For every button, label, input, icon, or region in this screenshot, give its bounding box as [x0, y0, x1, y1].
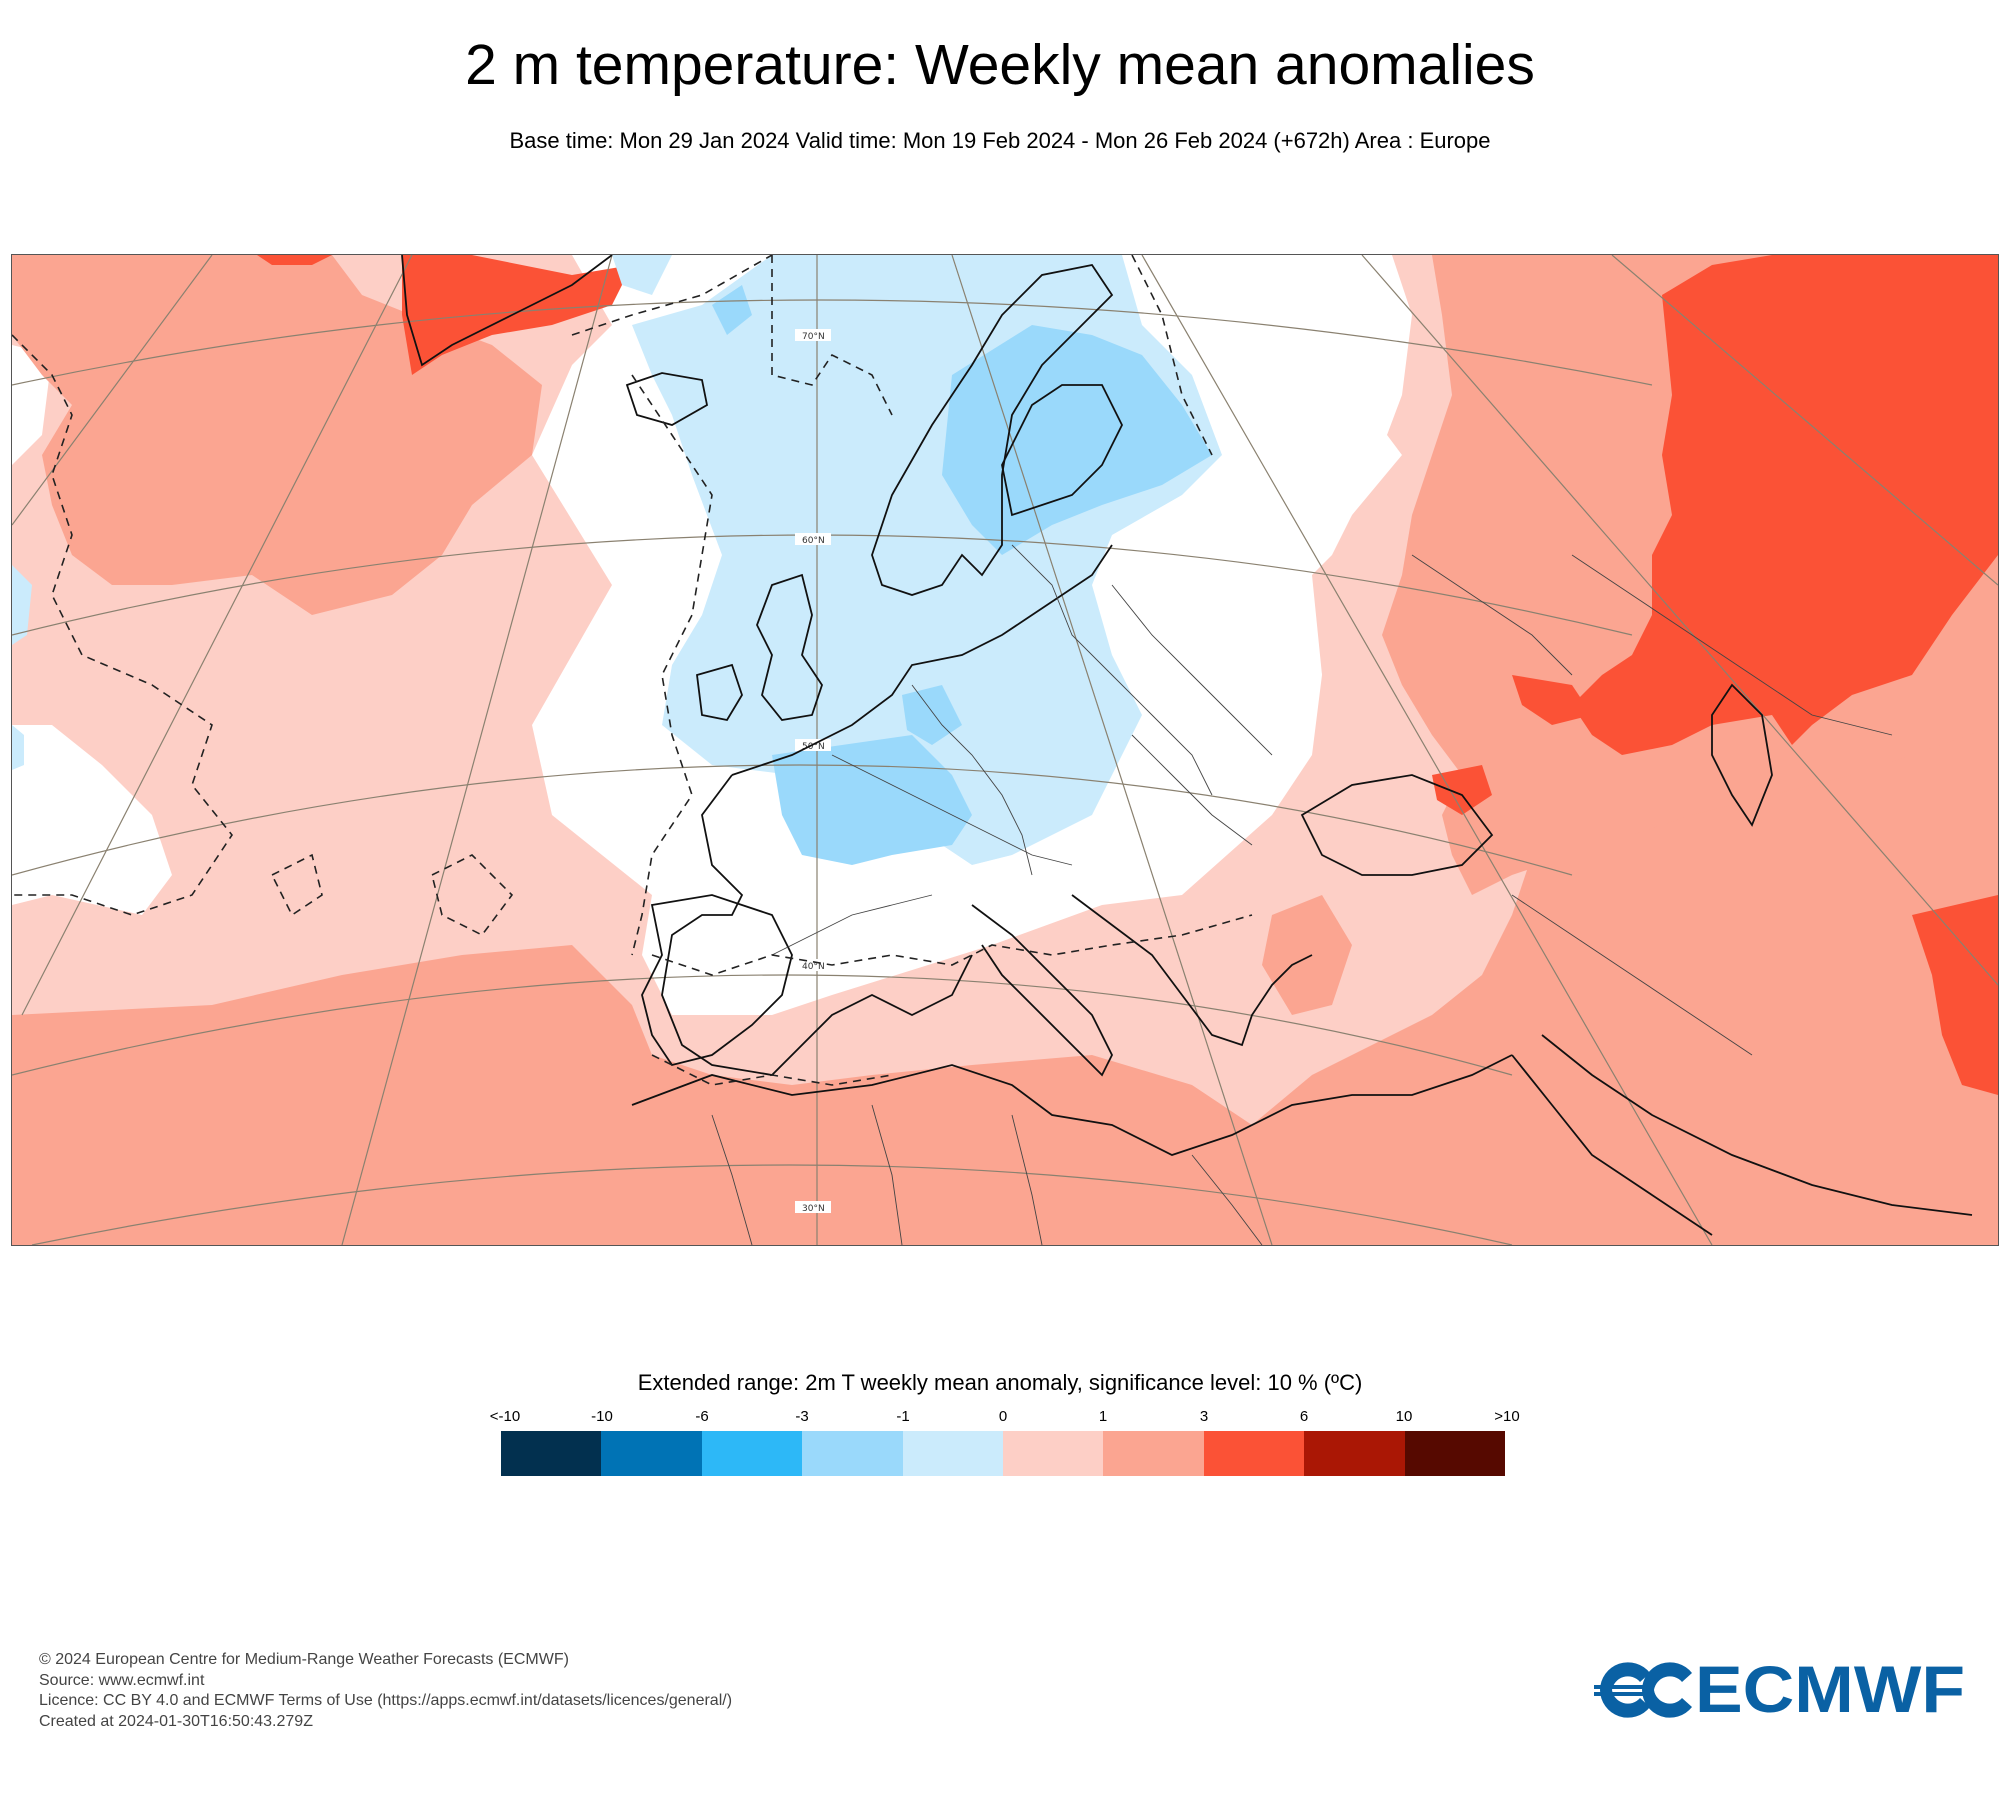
chart-subtitle: Base time: Mon 29 Jan 2024 Valid time: M… [509, 128, 1491, 153]
lat-label-40: 40°N [802, 962, 825, 972]
footer-created: Created at 2024-01-30T16:50:43.279Z [39, 1712, 313, 1730]
footer: © 2024 European Centre for Medium-Range … [39, 1650, 732, 1732]
legend-colorbar [501, 1431, 1506, 1476]
legend-swatch [902, 1431, 1004, 1476]
anomaly-region-minus3-to-minus1 [712, 285, 1212, 865]
legend-swatch [1003, 1431, 1104, 1476]
chart-title: 2 m temperature: Weekly mean anomalies [465, 33, 1535, 97]
legend-title: Extended range: 2m T weekly mean anomaly… [637, 1370, 1363, 1395]
legend-swatch [1304, 1431, 1405, 1476]
legend-swatch [701, 1431, 803, 1476]
legend-tick: <-10 [489, 1408, 521, 1425]
lat-label-50: 50°N [802, 742, 825, 752]
legend-tick: 10 [1395, 1408, 1413, 1425]
anomaly-region-6-to-10 [257, 255, 1998, 1095]
significance-contour [12, 255, 1253, 1086]
legend-tick: 3 [1199, 1408, 1209, 1425]
coastlines [401, 255, 1973, 1236]
latitude-labels: 70°N 60°N 50°N 40°N 30°N [795, 329, 831, 1214]
legend-tick: -1 [896, 1408, 910, 1425]
logo-text: ECMWF [1695, 1655, 1965, 1725]
legend-tick: -3 [795, 1408, 809, 1425]
anomaly-region-3-to-6 [12, 255, 1998, 1245]
legend-tick: 0 [998, 1408, 1008, 1425]
legend-tick: -10 [591, 1408, 613, 1425]
lat-label-30: 30°N [802, 1204, 825, 1214]
legend-tick: -6 [695, 1408, 709, 1425]
footer-copyright: © 2024 European Centre for Medium-Range … [39, 1651, 569, 1668]
legend-swatch [802, 1431, 903, 1476]
footer-source: Source: www.ecmwf.int [39, 1671, 205, 1689]
legend-tick: 1 [1098, 1408, 1108, 1425]
anomaly-map: 70°N 60°N 50°N 40°N 30°N [11, 254, 1999, 1246]
lat-label-60: 60°N [802, 536, 825, 546]
legend-swatch [601, 1431, 702, 1476]
ecmwf-logo: ECMWF [1594, 1655, 1965, 1725]
legend-swatch [1103, 1431, 1204, 1476]
legend-swatch [1203, 1431, 1305, 1476]
footer-licence: Licence: CC BY 4.0 and ECMWF Terms of Us… [39, 1692, 733, 1709]
country-borders [711, 544, 1893, 1245]
legend-swatch [1404, 1431, 1506, 1476]
legend-tick: 6 [1299, 1408, 1309, 1425]
legend-ticks: <-10 -10 -6 -3 -1 0 1 3 6 10 >10 [0, 1408, 2000, 1428]
legend-swatch [501, 1431, 602, 1476]
lat-label-70: 70°N [802, 332, 825, 342]
legend-tick: >10 [1494, 1408, 1520, 1425]
